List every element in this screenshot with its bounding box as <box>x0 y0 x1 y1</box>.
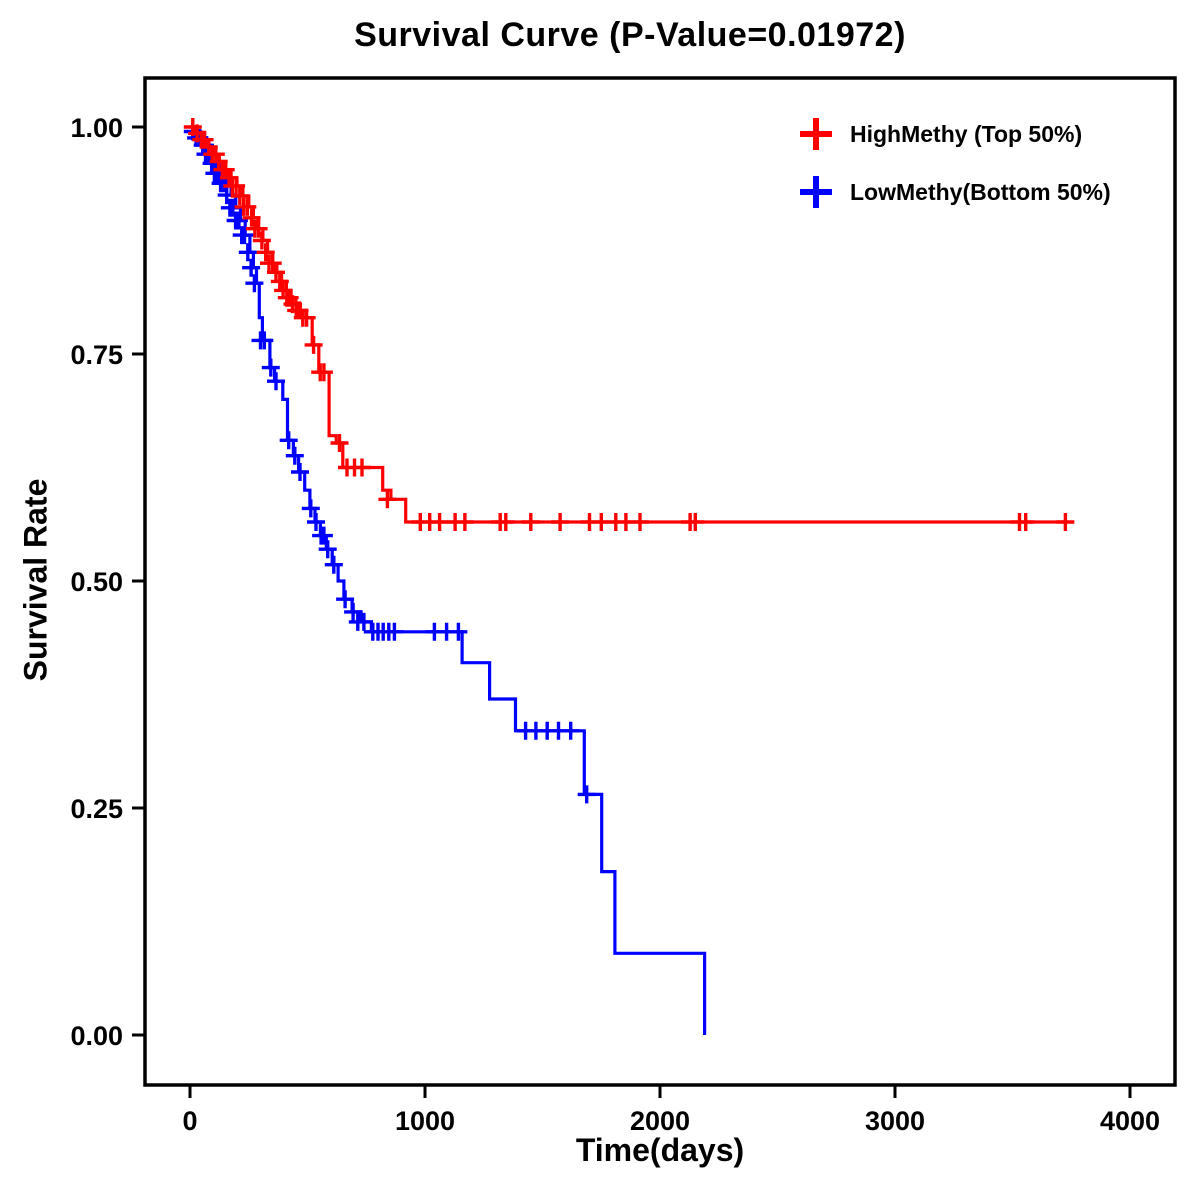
x-tick-label: 1000 <box>395 1106 455 1136</box>
y-tick-label: 0.25 <box>70 794 123 824</box>
legend-entry-lowmethy: LowMethy(Bottom 50%) <box>800 176 1111 208</box>
legend-entry-highmethy: HighMethy (Top 50%) <box>800 118 1111 150</box>
y-tick-label: 0.50 <box>70 567 123 597</box>
censor-marks-highmethy <box>183 118 1075 531</box>
x-tick-label: 2000 <box>630 1106 690 1136</box>
chart-title: Survival Curve (P-Value=0.01972) <box>354 16 906 54</box>
legend-label-highmethy: HighMethy (Top 50%) <box>850 120 1083 147</box>
legend-label-lowmethy: LowMethy(Bottom 50%) <box>850 178 1111 205</box>
legend: HighMethy (Top 50%) LowMethy(Bottom 50%) <box>800 118 1111 208</box>
y-tick-label: 1.00 <box>70 113 123 143</box>
plus-marker-icon <box>800 118 832 150</box>
plus-marker-icon <box>800 176 832 208</box>
y-tick-label: 0.00 <box>70 1021 123 1051</box>
x-tick-label: 4000 <box>1100 1106 1160 1136</box>
x-tick-label: 3000 <box>865 1106 925 1136</box>
y-tick-label: 0.75 <box>70 340 123 370</box>
x-axis-label: Time(days) <box>575 1132 745 1168</box>
x-tick-label: 0 <box>182 1106 197 1136</box>
plot-border <box>143 76 1177 1087</box>
